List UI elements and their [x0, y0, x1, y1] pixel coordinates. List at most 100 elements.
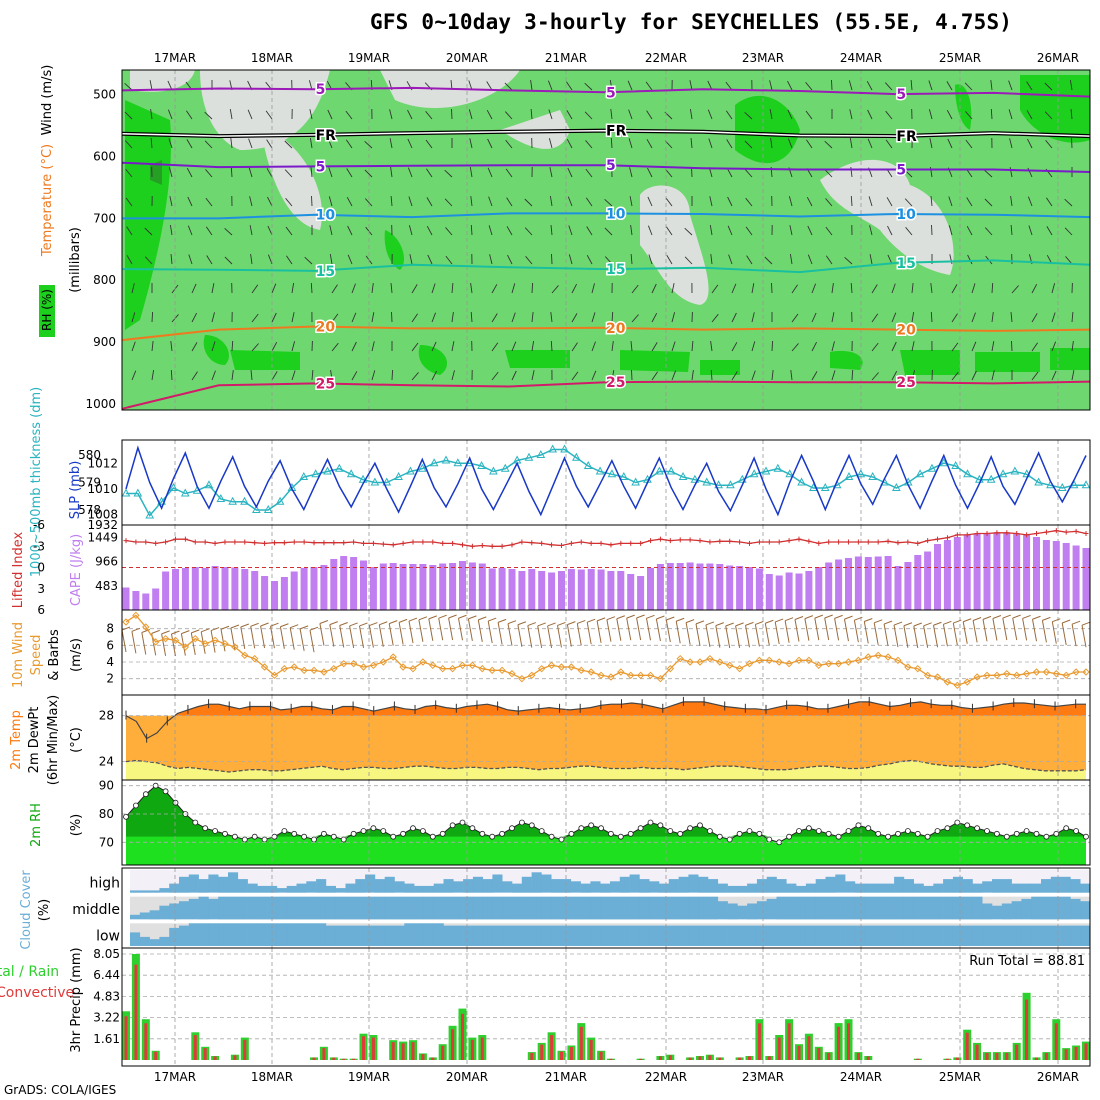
lifted-index-line — [125, 530, 1087, 547]
lifted-index-tick-label: 3 — [37, 582, 45, 596]
surface-wind-barb — [982, 619, 988, 642]
cape-bar — [706, 563, 714, 610]
precip-convective-bar — [589, 1039, 593, 1060]
wind-barb — [948, 196, 953, 207]
thickness-point — [619, 471, 629, 480]
thickness-axis-label: 1000~500mb thickness (dm) — [29, 387, 44, 577]
lifted-index-point — [252, 540, 258, 546]
precip-convective-bar — [371, 1037, 375, 1060]
cloud-bar — [835, 874, 846, 893]
wind-barb — [1051, 370, 1057, 381]
thickness-point — [346, 469, 356, 478]
pressure-tick-label: 1000 — [85, 397, 116, 411]
lifted-index-point — [489, 543, 495, 549]
wind-barb — [831, 283, 834, 294]
cape-bar — [904, 562, 912, 610]
wind-barb — [150, 137, 153, 149]
lifted-index-point — [281, 540, 287, 546]
lifted-index-point — [262, 540, 268, 546]
cloud-bar — [835, 925, 846, 946]
lifted-index-point — [935, 536, 941, 542]
cloud-bar — [580, 883, 591, 893]
precip-convective-bar — [124, 1016, 128, 1060]
rh-region — [1050, 348, 1090, 370]
wind-speed-point — [458, 661, 467, 670]
cloud-bar — [992, 879, 1003, 893]
precip-convective-bar — [955, 1057, 959, 1060]
wind-barb — [885, 139, 893, 149]
cape-bar — [864, 557, 872, 610]
lifted-index-point — [1073, 528, 1079, 534]
cloud-bar — [1070, 898, 1081, 920]
thickness-point — [583, 460, 593, 469]
wind-barb — [628, 109, 633, 120]
wind-barb — [249, 196, 253, 207]
wind-barb — [351, 283, 356, 294]
surface-wind-barb-flag — [468, 615, 477, 620]
lifted-index-point — [400, 540, 406, 546]
rh-point — [370, 825, 377, 832]
rh-point — [1083, 833, 1089, 840]
precip-convective-bar — [1054, 1023, 1058, 1060]
cloud-bar — [365, 874, 376, 893]
wind-speed-point — [1062, 671, 1070, 680]
thickness-point — [477, 460, 486, 469]
wind-barb — [506, 226, 513, 236]
wind-axis-label: Wind (m/s) — [40, 65, 55, 136]
wind-speed-point — [211, 636, 219, 645]
wind-barb — [628, 138, 633, 149]
cloud-bar — [394, 925, 405, 946]
surface-wind-barb-flag — [775, 618, 784, 623]
cloud-bar — [786, 925, 797, 946]
wind-barb — [511, 370, 517, 381]
cloud-bar — [590, 881, 601, 893]
top-day-label: 22MAR — [645, 51, 687, 65]
cloud-bar — [610, 925, 621, 946]
cape-bar — [528, 569, 536, 610]
wind-barb — [1031, 283, 1038, 294]
rh-point — [964, 822, 971, 829]
surface-wind-barb-flag — [943, 620, 952, 625]
wind-barb — [548, 109, 553, 120]
cloud-bar — [374, 896, 385, 920]
precip-convective-bar — [777, 1037, 781, 1060]
lifted-index-point — [608, 542, 614, 548]
cloud-bar — [1050, 876, 1061, 893]
precip-convective-bar — [807, 1036, 811, 1060]
thickness-point — [417, 463, 427, 472]
cloud-bar — [776, 896, 787, 920]
cloud-bar — [531, 896, 542, 920]
rh-point — [1073, 828, 1079, 834]
wind-barb — [869, 225, 873, 236]
wind-speed-point — [755, 656, 764, 665]
wind-barb — [327, 109, 333, 120]
wind-barb — [568, 225, 573, 236]
precip-convective-bar — [213, 1056, 217, 1060]
wind-barb — [991, 312, 994, 323]
cape-bar — [1082, 548, 1090, 610]
wind-barb — [330, 370, 333, 381]
thickness-point — [986, 474, 996, 483]
wind-speed-point — [874, 651, 882, 660]
wind-speed-point — [864, 653, 872, 661]
thickness-point — [228, 496, 238, 505]
wind-barb — [550, 312, 553, 323]
wind-speed-point — [815, 661, 823, 670]
cloud-bar — [825, 925, 836, 946]
surface-wind-barb — [784, 620, 790, 643]
cloud-bar — [325, 885, 336, 893]
surface-wind-barb — [1002, 617, 1008, 641]
wind-barb — [671, 312, 676, 323]
thickness-point — [560, 444, 569, 453]
surface-wind-barb-flag — [606, 616, 616, 621]
wind-barb — [585, 197, 593, 207]
cloud-bar — [639, 896, 650, 920]
surface-wind-barb — [952, 622, 958, 646]
thickness-point — [370, 477, 380, 486]
cape-bar — [498, 568, 506, 610]
cloud-bar — [404, 883, 415, 893]
lifted-index-point — [1083, 531, 1089, 536]
cape-tick-label: 966 — [95, 555, 118, 569]
cape-tick-label: 1449 — [87, 531, 118, 545]
surface-wind-barb-flag — [715, 622, 724, 627]
